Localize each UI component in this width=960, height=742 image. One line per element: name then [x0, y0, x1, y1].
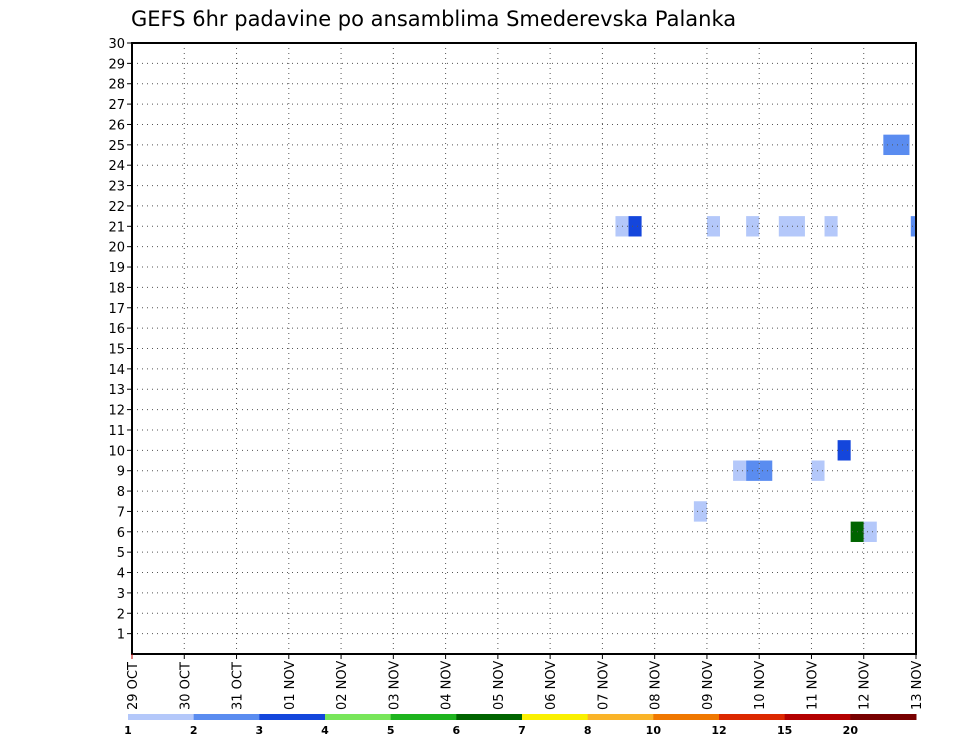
y-tick-label: 10 [108, 444, 125, 459]
chart-title: GEFS 6hr padavine po ansamblima Smederev… [131, 7, 736, 31]
heatmap-cell [733, 460, 747, 481]
y-tick-label: 6 [117, 526, 125, 541]
legend-label: 12 [711, 724, 726, 737]
y-tick-label: 30 [108, 37, 125, 52]
x-tick-label: 09 NOV [701, 661, 716, 710]
x-tick-label: 05 NOV [492, 661, 507, 710]
y-tick-label: 26 [108, 118, 125, 133]
x-tick-label: 07 NOV [596, 661, 611, 710]
heatmap-cell [759, 460, 773, 481]
legend-label: 4 [321, 724, 329, 737]
x-tick-label: 13 NOV [910, 661, 925, 710]
y-tick-label: 5 [117, 546, 125, 561]
y-tick-label: 22 [108, 200, 125, 215]
y-tick-label: 14 [108, 363, 125, 378]
legend-label: 2 [190, 724, 198, 737]
grid-lines [132, 42, 916, 654]
heatmap-cell [824, 216, 838, 237]
legend-label: 5 [387, 724, 395, 737]
legend-swatch [325, 714, 392, 720]
heatmap-cell [883, 134, 910, 156]
y-tick-label: 13 [108, 383, 125, 398]
x-tick-label: 30 OCT [178, 662, 193, 710]
legend-swatch [128, 714, 195, 720]
legend-swatch [259, 714, 326, 720]
y-tick-label: 9 [117, 465, 125, 480]
color-legend: 1 2 3 4 5 6 7 8 10 12 15 20 [124, 714, 917, 737]
y-tick-label: 28 [108, 78, 125, 93]
legend-label: 20 [843, 724, 859, 737]
legend-swatch [193, 714, 260, 720]
x-tick-label: 02 NOV [335, 661, 350, 710]
legend-swatch [456, 714, 523, 720]
legend-swatch [850, 714, 917, 720]
heatmap-cell [693, 501, 707, 522]
x-tick-label: 04 NOV [440, 661, 455, 710]
legend-swatch [522, 714, 589, 720]
y-tick-label: 27 [108, 98, 125, 113]
y-tick-label: 3 [117, 587, 125, 602]
y-tick-label: 29 [108, 57, 125, 72]
y-tick-label: 12 [108, 404, 125, 419]
heatmap-cell [837, 440, 851, 461]
x-tick-label: 29 OCT [126, 662, 141, 710]
legend-swatch [719, 714, 786, 720]
x-tick-label: 08 NOV [649, 661, 664, 710]
legend-label: 8 [584, 724, 592, 737]
heatmap-cell [706, 216, 720, 237]
legend-swatch [784, 714, 851, 720]
legend-label: 6 [453, 724, 461, 737]
heatmap-cell [778, 216, 805, 237]
y-tick-label: 23 [108, 180, 125, 195]
x-axis: 29 OCT 30 OCT 31 OCT 01 NOV 02 NOV 03 NOV 04 N… [126, 654, 925, 710]
y-tick-label: 8 [117, 485, 125, 500]
x-tick-label: 10 NOV [753, 661, 768, 710]
legend-swatch [390, 714, 457, 720]
x-tick-label: 01 NOV [283, 661, 298, 710]
heatmap-cells [615, 134, 916, 542]
y-tick-label: 2 [117, 607, 125, 622]
y-tick-label: 1 [117, 628, 125, 643]
legend-swatch [587, 714, 654, 720]
y-tick-label: 4 [117, 567, 125, 582]
y-axis: 1234567891011121314151617181920212223242… [108, 37, 132, 643]
y-tick-label: 17 [108, 302, 125, 317]
plot-frame [131, 42, 917, 655]
x-tick-label: 03 NOV [387, 661, 402, 710]
y-tick-label: 18 [108, 281, 125, 296]
y-tick-label: 20 [108, 241, 125, 256]
x-tick-label: 11 NOV [805, 661, 820, 710]
heatmap-cell [910, 216, 916, 237]
y-tick-label: 19 [108, 261, 125, 276]
y-tick-label: 7 [117, 505, 125, 520]
y-tick-label: 24 [108, 159, 125, 174]
x-tick-label: 12 NOV [858, 661, 873, 710]
y-tick-label: 15 [108, 343, 125, 358]
legend-label: 15 [777, 724, 792, 737]
y-tick-label: 25 [108, 139, 125, 154]
y-tick-label: 11 [108, 424, 125, 439]
y-tick-label: 16 [108, 322, 125, 337]
legend-label: 7 [518, 724, 526, 737]
legend-label: 3 [256, 724, 264, 737]
y-tick-label: 21 [108, 220, 125, 235]
x-tick-label: 31 OCT [231, 662, 246, 710]
heatmap-cell [628, 216, 642, 237]
heatmap-cell [863, 521, 877, 542]
legend-swatch [653, 714, 720, 720]
legend-label: 10 [646, 724, 662, 737]
x-tick-label: 06 NOV [544, 661, 559, 710]
legend-label: 1 [124, 724, 132, 737]
